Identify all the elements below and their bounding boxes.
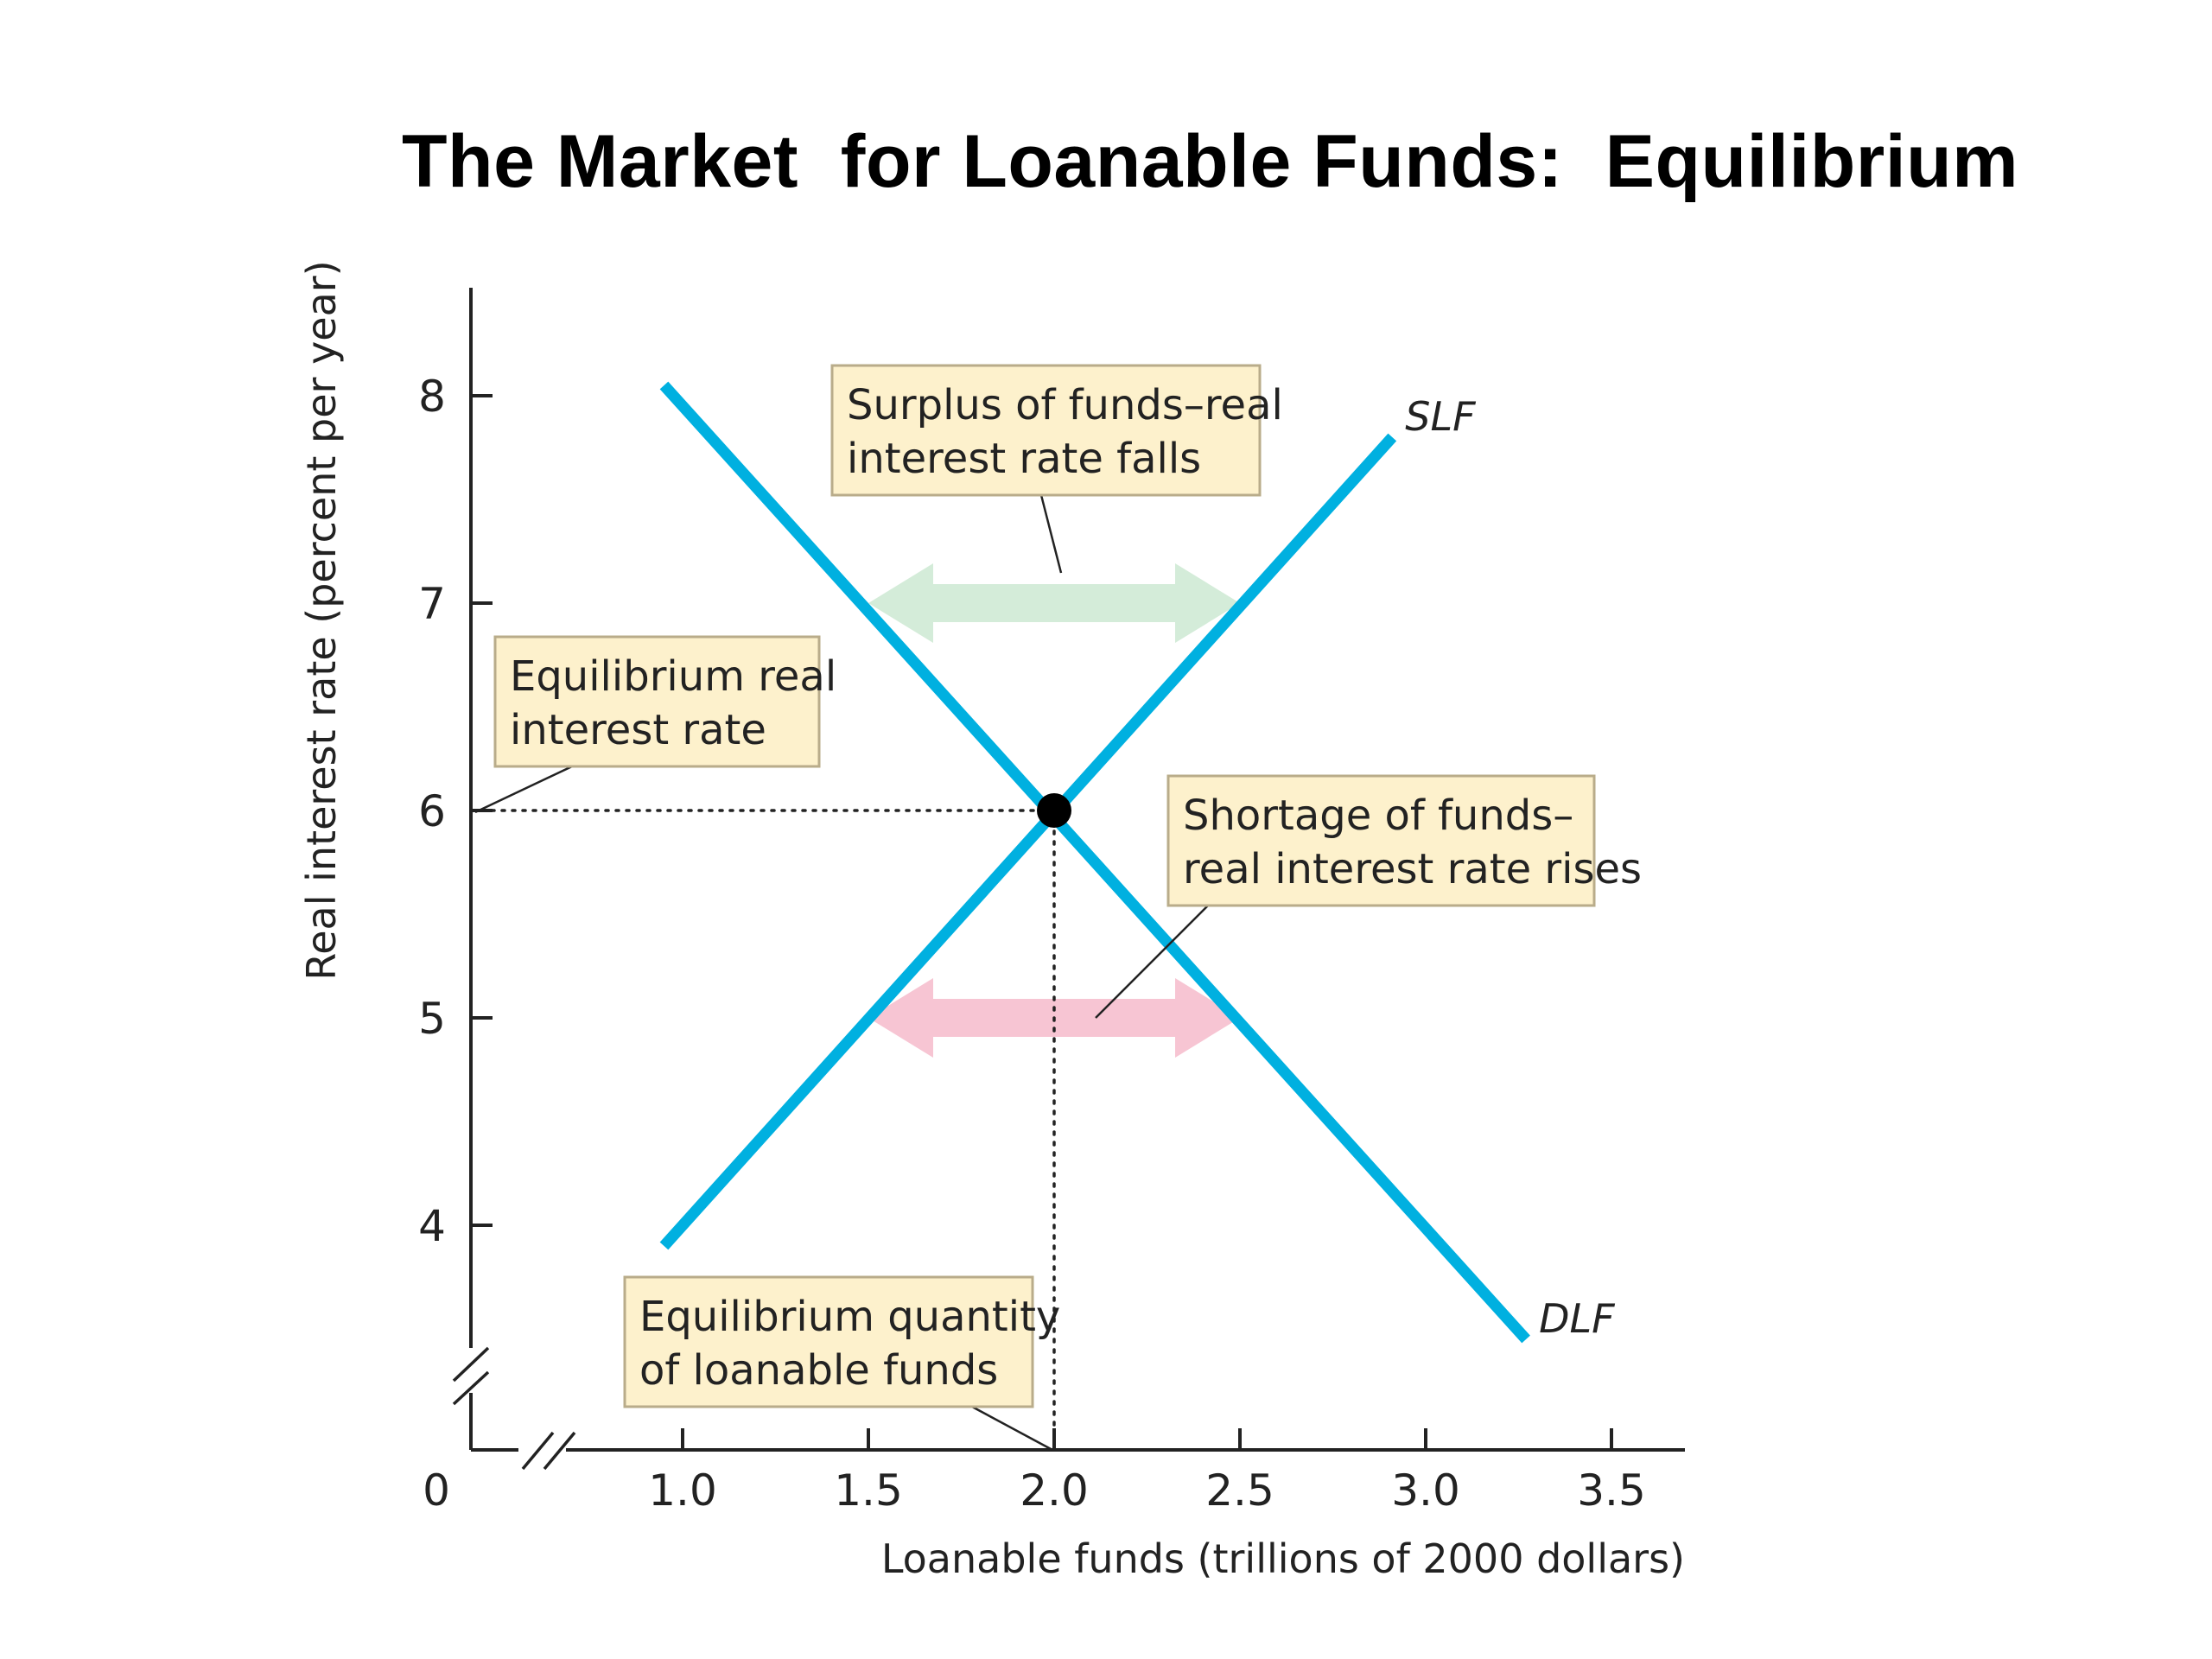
- y-tick-label: 6: [418, 786, 446, 836]
- text-layer: 4 5 6 7 8 1.0 1.5 2.0 2.5 3.0 3.5 0 Loanable funds (…: [298, 260, 1685, 1582]
- x-tick-label: 3.0: [1391, 1465, 1460, 1516]
- equilibrium-rate-annotation-box: [493, 635, 821, 768]
- leader-layer: [474, 494, 1209, 1452]
- origin-label: 0: [423, 1465, 450, 1516]
- guide-layer: [469, 809, 1056, 1452]
- annotation-layer: Surplus of funds–real interest rate falls…: [493, 364, 1642, 1408]
- leader-line: [1095, 905, 1209, 1019]
- surplus-annotation-box: [830, 364, 1262, 497]
- leader-line: [1039, 494, 1063, 574]
- surplus-annotation-text: interest rate falls: [847, 435, 1201, 483]
- equilibrium-point: [1037, 793, 1071, 828]
- surplus-arrow: [868, 563, 1240, 643]
- curve-layer: [659, 381, 1530, 1344]
- y-tick-label: 8: [418, 372, 446, 422]
- page-title: The Market for Loanable Funds: Equilibri…: [402, 120, 2019, 203]
- equilibrium-quantity-annotation-text: Equilibrium quantity: [639, 1293, 1060, 1341]
- y-tick-label: 7: [418, 579, 446, 629]
- shortage-annotation-box: [1166, 774, 1596, 907]
- x-tick-label: 2.0: [1020, 1465, 1089, 1516]
- y-axis-break-mark: [452, 1346, 490, 1406]
- x-tick-label: 1.0: [648, 1465, 717, 1516]
- equilibrium-rate-annotation-text: interest rate: [510, 706, 766, 754]
- x-tick-label: 3.5: [1577, 1465, 1646, 1516]
- x-tick-label: 2.5: [1205, 1465, 1274, 1516]
- dlf-label: DLF: [1539, 1295, 1615, 1342]
- axes-layer: [452, 288, 1685, 1471]
- shortage-annotation-text: real interest rate rises: [1183, 845, 1642, 893]
- leader-line: [971, 1405, 1053, 1452]
- y-tick-label: 5: [418, 994, 446, 1044]
- dlf-curve: [659, 381, 1530, 1344]
- equilibrium-quantity-annotation-text: of loanable funds: [639, 1346, 998, 1395]
- slf-curve: [659, 433, 1397, 1250]
- leader-line: [474, 765, 573, 814]
- y-axis-title: Real interest rate (percent per year): [298, 260, 345, 980]
- equilibrium-quantity-annotation-box: [623, 1275, 1034, 1408]
- x-axis-break-mark: [521, 1431, 576, 1471]
- slf-label: SLF: [1405, 393, 1476, 440]
- y-tick-label: 4: [418, 1201, 446, 1251]
- surplus-annotation-text: Surplus of funds–real: [847, 381, 1283, 429]
- x-tick-label: 1.5: [834, 1465, 903, 1516]
- equilibrium-rate-annotation-text: Equilibrium real: [510, 652, 836, 701]
- shortage-annotation-text: Shortage of funds–: [1183, 791, 1573, 840]
- x-axis-title: Loanable funds (trillions of 2000 dollar…: [881, 1535, 1685, 1582]
